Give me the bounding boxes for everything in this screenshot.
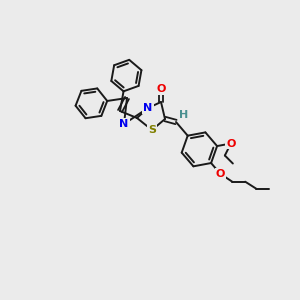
Text: O: O [156,84,166,94]
Text: S: S [148,125,156,135]
Text: H: H [179,110,189,120]
Text: N: N [119,119,129,129]
Text: N: N [143,103,153,113]
Text: O: O [215,169,225,179]
Text: O: O [226,139,236,148]
